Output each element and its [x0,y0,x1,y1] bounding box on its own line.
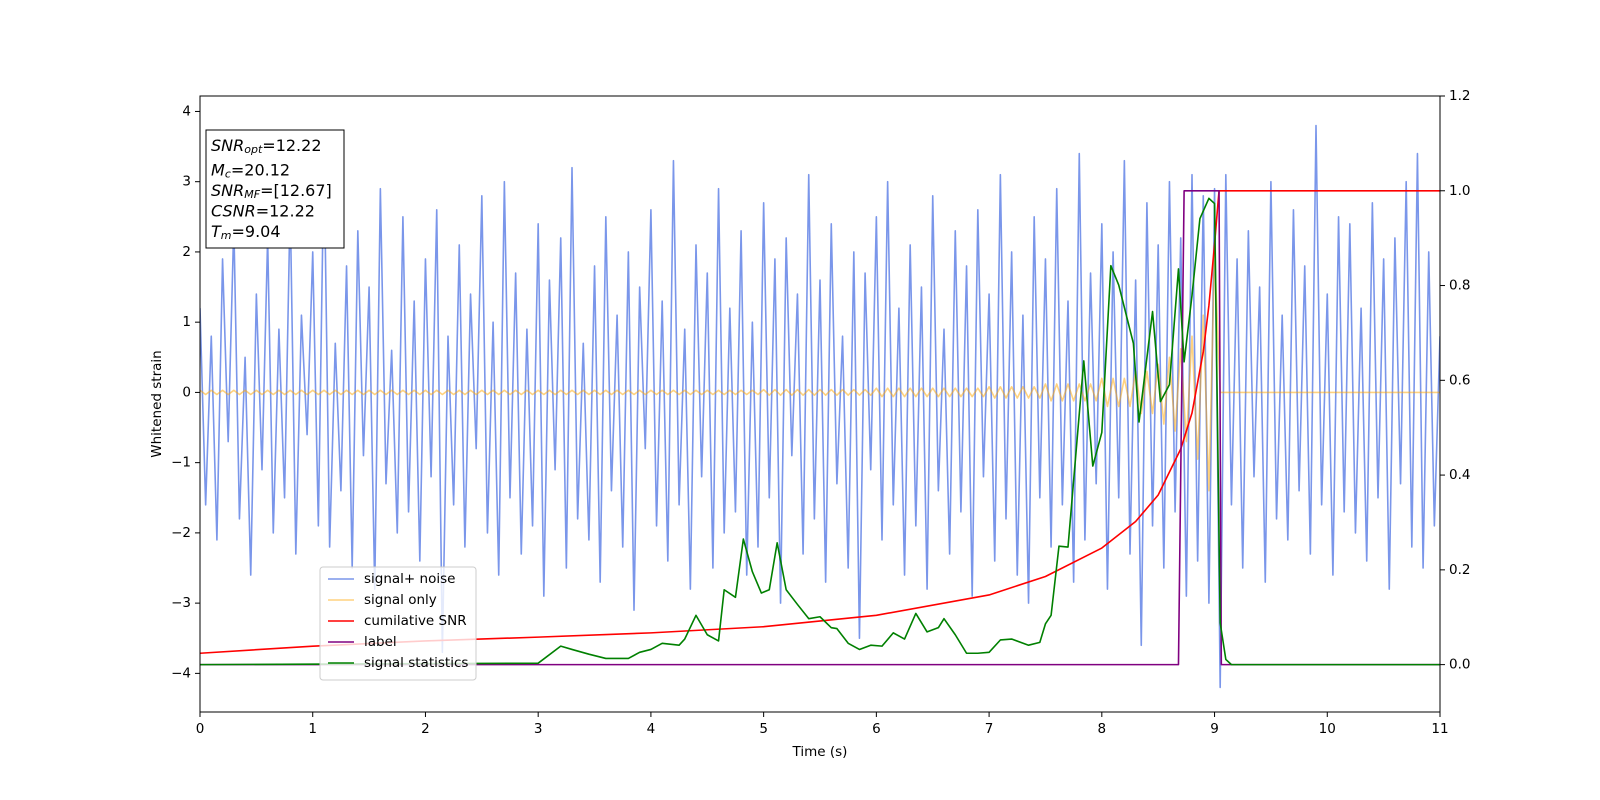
x-tick-label: 11 [1431,721,1448,737]
y-tick-label: −4 [171,665,191,681]
x-tick-label: 0 [196,721,205,737]
annotation-text: =9.04 [232,222,281,241]
annotation-subscript: c [225,168,231,181]
x-tick-label: 4 [647,721,656,737]
x-tick-label: 9 [1210,721,1219,737]
y2-tick-label: 0.8 [1449,278,1470,294]
x-tick-label: 5 [759,721,768,737]
legend-label: signal only [364,592,437,608]
annotation-symbol: SNR [211,181,244,200]
annotation-line: SNRMF=[12.67] [211,181,332,202]
annotation-text: =12.22 [262,136,321,155]
y2-tick-label: 0.6 [1449,372,1470,388]
annotation-text: =[12.67] [260,181,332,200]
y-tick-label: −2 [171,525,191,541]
annotation-text: =20.12 [231,160,290,179]
series-line [200,189,1440,655]
annotation-subscript: opt [244,143,263,156]
x-tick-label: 10 [1319,721,1336,737]
legend-frame [319,566,477,681]
y-tick-label: −1 [171,455,191,471]
annotation-line: CSNR=12.22 [211,201,315,220]
annotation-frame [205,129,345,249]
series-line [200,124,1440,689]
annotation-symbol: SNR [211,136,244,155]
x-tick-label: 8 [1098,721,1107,737]
legend-label: signal+ noise [364,571,455,587]
y-tick-label: −3 [171,595,191,611]
x-tick-label: 1 [308,721,317,737]
y2-tick-label: 0.0 [1449,657,1470,673]
y-tick-label: 4 [182,103,191,119]
annotation-line: SNRopt=12.22 [211,136,322,157]
y-tick-label: 0 [182,384,191,400]
x-tick-label: 6 [872,721,881,737]
x-tick-label: 3 [534,721,543,737]
annotation-box: SNRopt=12.22Mc=20.12SNRMF=[12.67]CSNR=12… [205,129,345,249]
x-tick-label: 7 [985,721,994,737]
series-line [200,251,1440,492]
y2-tick-label: 1.2 [1449,88,1470,104]
plot-frame [199,95,1441,713]
y-axis-label: Whitened strain [149,350,165,457]
y2-tick-label: 0.2 [1449,562,1470,578]
annotation-line: Tm=9.04 [211,222,281,243]
annotation-line: Mc=20.12 [211,160,290,181]
legend-label: label [364,634,397,650]
annotation-symbol: M [211,160,225,179]
y2-tick-label: 0.4 [1449,467,1470,483]
y2-tick-label: 1.0 [1449,183,1470,199]
y-tick-label: 1 [182,314,191,330]
series-line [200,197,1440,666]
annotation-text: =12.22 [256,201,315,220]
annotation-subscript: MF [244,188,260,201]
legend-label: cumilative SNR [364,613,467,629]
x-tick-label: 2 [421,721,430,737]
y-tick-label: 3 [182,174,191,190]
legend: signal+ noise signal only cumilative SNR la… [319,566,477,681]
x-axis-label: Time (s) [792,744,848,760]
annotation-symbol: CSNR [211,201,256,220]
legend-label: signal statistics [364,655,468,671]
annotation-symbol: T [211,222,222,241]
y-tick-label: 2 [182,244,191,260]
annotation-subscript: m [221,229,232,242]
